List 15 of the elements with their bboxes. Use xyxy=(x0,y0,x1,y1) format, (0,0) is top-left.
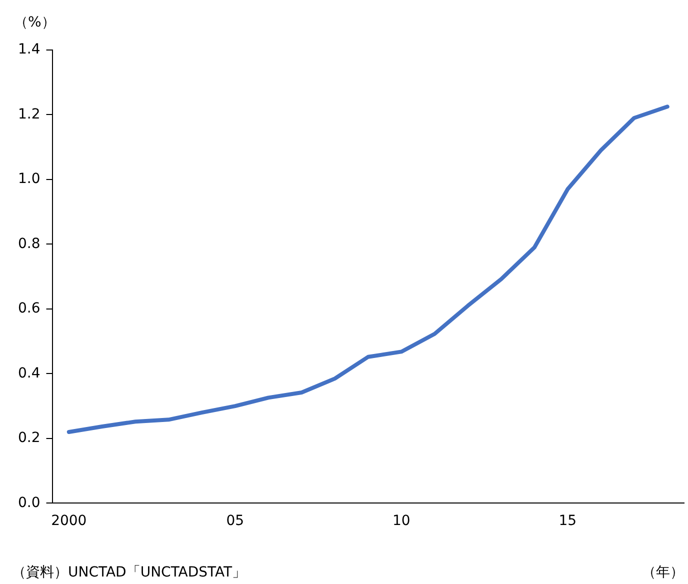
text: （資料）UNCTAD「UNCTADSTAT」 xyxy=(12,564,246,581)
y-tick-label: 1.0 xyxy=(18,171,40,188)
y-tick-label: 1.4 xyxy=(18,42,40,58)
x-tick-label: 10 xyxy=(392,513,410,530)
y-axis-title: （%） xyxy=(14,14,56,31)
x-tick-label: 15 xyxy=(558,513,577,530)
y-tick-label: 0.6 xyxy=(18,300,40,317)
y-tick-label: 0.2 xyxy=(18,430,40,446)
y-tick-label: 0.8 xyxy=(18,236,40,252)
y-tick-label: 1.2 xyxy=(18,106,40,122)
x-tick-label: 05 xyxy=(226,513,244,530)
y-tick-label: 0.0 xyxy=(18,494,40,511)
x-tick-label: 2000 xyxy=(51,513,87,530)
y-tick-label: 0.4 xyxy=(18,365,40,382)
x-axis-title: （年） xyxy=(642,564,684,581)
